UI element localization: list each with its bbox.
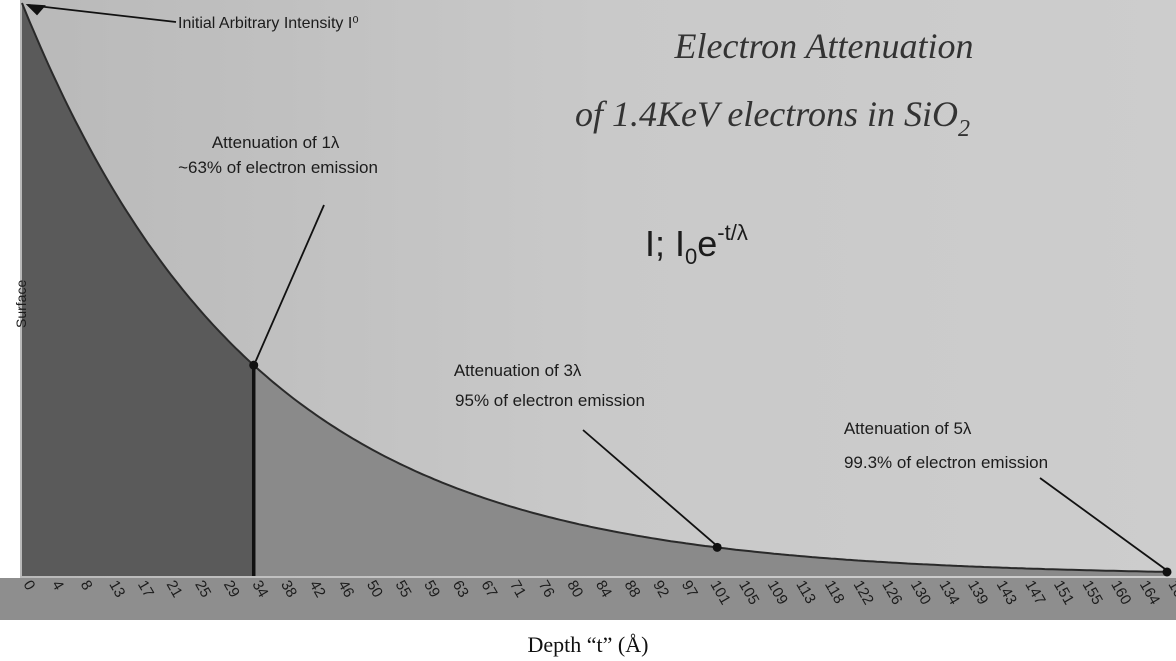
x-tick-label: 50: [363, 578, 386, 601]
leader-initial: [27, 4, 177, 23]
x-axis-band: [0, 578, 1176, 620]
equation-e: e: [697, 223, 717, 264]
annotation-five-lambda-line2: 99.3% of electron emission: [844, 453, 1048, 472]
x-tick-label: 21: [163, 578, 186, 601]
annotation-one-lambda: Attenuation of 1λ ~63% of electron emiss…: [178, 133, 378, 177]
annotation-three-lambda-line1: Attenuation of 3λ: [454, 361, 582, 380]
y-axis-label: Surface: [13, 280, 29, 328]
x-tick-label: 55: [392, 578, 415, 601]
annotation-three-lambda: Attenuation of 3λ 95% of electron emissi…: [454, 361, 645, 410]
annotation-leaders: [25, 3, 1166, 570]
chart-title-subscript: 2: [958, 116, 970, 142]
attenuation-curve: [21, 2, 1168, 573]
x-tick-label: 38: [277, 578, 300, 601]
x-tick-label: 92: [649, 578, 672, 601]
x-tick-label: 63: [449, 578, 472, 601]
leader-one-lambda: [254, 204, 325, 362]
equation: I; I0e-t/λ: [645, 220, 748, 269]
x-tick-label: 59: [420, 578, 443, 601]
equation-subscript: 0: [685, 244, 697, 269]
marker-point-1: [249, 360, 259, 370]
leader-five-lambda: [1039, 477, 1166, 570]
x-tick-label: 34: [249, 578, 272, 601]
annotation-one-lambda-line2: ~63% of electron emission: [178, 158, 378, 177]
annotation-three-lambda-line2: 95% of electron emission: [455, 391, 645, 410]
leader-three-lambda: [582, 429, 716, 546]
x-tick-label: 71: [506, 578, 529, 601]
x-tick-label: 168: [1165, 578, 1176, 608]
annotation-five-lambda: Attenuation of 5λ 99.3% of electron emis…: [844, 419, 1048, 472]
marker-point-3: [1162, 567, 1172, 577]
x-tick-label: 67: [478, 578, 501, 601]
x-tick-label: 42: [306, 578, 329, 601]
area-fill-beyond-lambda: [253, 365, 1167, 576]
area-fill-first-lambda: [22, 3, 254, 576]
chart-title-line2: of 1.4KeV electrons in SiO2: [575, 94, 970, 142]
x-tick-label: 17: [134, 578, 157, 601]
x-tick-label: 88: [621, 578, 644, 601]
area-fill: [22, 3, 1167, 576]
equation-main: I; I: [645, 223, 685, 264]
annotation-initial-line1: Initial Arbitrary Intensity I⁰: [178, 15, 359, 32]
x-tick-label: 13: [105, 578, 128, 601]
leader-initial-arrowhead: [25, 3, 46, 16]
x-tick-label: 84: [592, 578, 615, 601]
chart-title-line1: Electron Attenuation: [674, 26, 974, 66]
x-tick-label: 76: [535, 578, 558, 601]
markers: [249, 360, 1172, 577]
x-tick-label: 29: [220, 578, 243, 601]
annotation-five-lambda-line1: Attenuation of 5λ: [844, 419, 972, 438]
x-tick-label: 25: [191, 578, 214, 601]
x-tick-label: 80: [563, 578, 586, 601]
annotation-one-lambda-line1: Attenuation of 1λ: [212, 133, 340, 152]
annotation-initial: Initial Arbitrary Intensity I⁰: [178, 15, 359, 32]
x-axis-label: Depth “t” (Å): [528, 632, 649, 657]
chart-title-line2-text: of 1.4KeV electrons in SiO: [575, 94, 958, 134]
marker-point-2: [712, 542, 722, 552]
equation-exponent: -t/λ: [717, 220, 748, 245]
x-tick-label: 46: [334, 578, 357, 601]
x-tick-label: 97: [678, 578, 701, 601]
